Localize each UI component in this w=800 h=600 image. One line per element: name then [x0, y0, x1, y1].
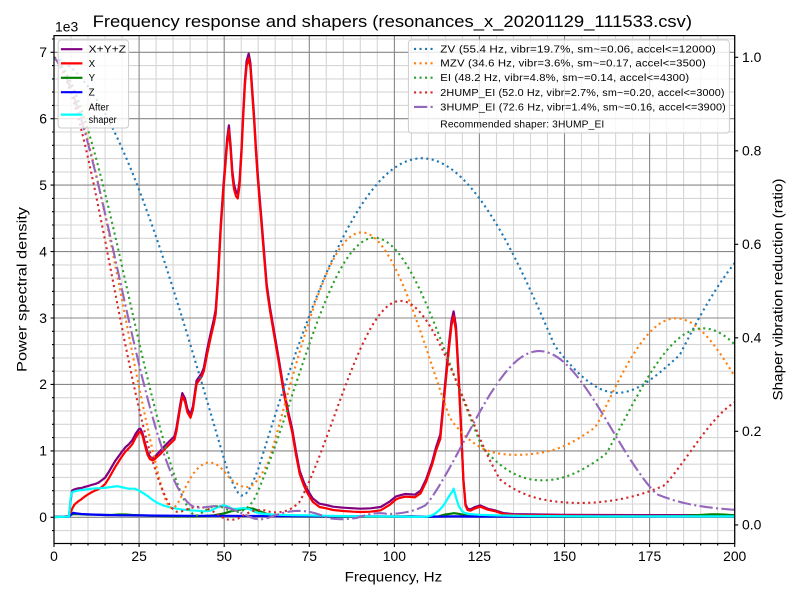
svg-text:0: 0	[39, 509, 47, 525]
svg-text:4: 4	[39, 243, 47, 259]
svg-text:0.2: 0.2	[742, 423, 762, 439]
svg-text:3: 3	[39, 310, 47, 326]
svg-text:1.0: 1.0	[742, 49, 762, 65]
svg-text:0.0: 0.0	[742, 517, 762, 533]
svg-text:ZV (55.4 Hz, vibr=19.7%, sm~=0: ZV (55.4 Hz, vibr=19.7%, sm~=0.06, accel…	[440, 44, 716, 55]
svg-text:6: 6	[39, 111, 47, 127]
svg-text:0.4: 0.4	[742, 330, 762, 346]
svg-text:2: 2	[39, 376, 47, 392]
svg-text:shaper: shaper	[89, 115, 118, 126]
svg-text:2HUMP_EI (52.0 Hz, vibr=2.7%,: 2HUMP_EI (52.0 Hz, vibr=2.7%, sm~=0.20, …	[440, 88, 724, 99]
svg-text:7: 7	[39, 44, 47, 60]
svg-text:0.8: 0.8	[742, 143, 762, 159]
svg-text:Recommended shaper: 3HUMP_EI: Recommended shaper: 3HUMP_EI	[440, 119, 604, 130]
svg-text:175: 175	[638, 548, 661, 564]
svg-text:200: 200	[723, 548, 746, 564]
svg-text:Z: Z	[89, 88, 95, 99]
svg-text:Power spectral density: Power spectral density	[14, 207, 30, 372]
svg-text:1: 1	[39, 443, 47, 459]
svg-text:75: 75	[302, 548, 318, 564]
svg-text:After: After	[89, 102, 110, 113]
svg-text:3HUMP_EI (72.6 Hz, vibr=1.4%,: 3HUMP_EI (72.6 Hz, vibr=1.4%, sm~=0.16, …	[440, 102, 726, 113]
svg-text:25: 25	[131, 548, 147, 564]
svg-text:5: 5	[39, 177, 47, 193]
svg-text:Shaper vibration reduction (ra: Shaper vibration reduction (ratio)	[770, 179, 786, 401]
svg-text:100: 100	[383, 548, 406, 564]
svg-text:150: 150	[553, 548, 576, 564]
svg-text:EI (48.2 Hz, vibr=4.8%, sm~=0.: EI (48.2 Hz, vibr=4.8%, sm~=0.14, accel<…	[440, 73, 689, 84]
svg-text:Frequency, Hz: Frequency, Hz	[345, 568, 443, 584]
svg-text:50: 50	[216, 548, 232, 564]
svg-text:Frequency response and shapers: Frequency response and shapers (resonanc…	[93, 13, 692, 31]
svg-text:X: X	[89, 59, 96, 70]
svg-text:MZV (34.6 Hz, vibr=3.6%, sm~=0: MZV (34.6 Hz, vibr=3.6%, sm~=0.17, accel…	[440, 59, 706, 70]
svg-text:1e3: 1e3	[55, 19, 78, 35]
svg-text:0.6: 0.6	[742, 236, 762, 252]
svg-text:0: 0	[50, 548, 58, 564]
svg-text:X+Y+Z: X+Y+Z	[89, 45, 127, 56]
svg-text:Y: Y	[89, 73, 96, 84]
svg-text:125: 125	[468, 548, 491, 564]
